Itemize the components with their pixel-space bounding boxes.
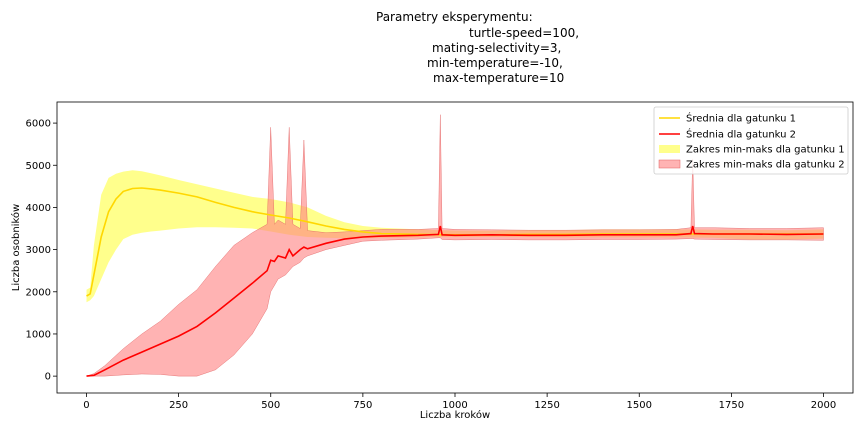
legend-label-mean-2: Średnia dla gatunku 2	[686, 128, 796, 141]
plot-area	[86, 114, 824, 377]
axes: 0 250 500 750 1000 1250 1500 1750 2000 0 1000 2000 3…	[26, 119, 837, 411]
y-tick-label: 4000	[26, 203, 51, 214]
x-tick-label: 1750	[719, 400, 744, 411]
y-tick-label: 6000	[26, 119, 51, 130]
legend-swatch-band-1	[659, 145, 680, 153]
x-tick-label: 2000	[811, 400, 836, 411]
y-axis-label: Liczba osobników	[10, 204, 22, 291]
y-tick-label: 1000	[26, 329, 51, 340]
y-tick-label: 2000	[26, 287, 51, 298]
x-tick-label: 1250	[534, 400, 559, 411]
chart-title: Parametry eksperymentu: turtle-speed=100…	[0, 8, 864, 88]
chart-title-line-4: min-temperature=-10,	[427, 56, 563, 70]
x-tick-label: 1500	[627, 400, 652, 411]
chart-title-line-2: turtle-speed=100,	[469, 26, 580, 40]
y-tick-label: 3000	[26, 245, 51, 256]
x-tick-label: 0	[83, 400, 89, 411]
chart-title-line-5: max-temperature=10	[433, 71, 565, 85]
legend-box	[653, 106, 849, 175]
legend-label-band-2: Zakres min-maks dla gatunku 2	[686, 160, 845, 171]
legend-label-mean-1: Średnia dla gatunku 1	[686, 112, 796, 125]
mean-line-series-2	[86, 225, 824, 377]
x-axis-label: Liczba kroków	[420, 409, 490, 421]
x-tick-label: 1000	[442, 400, 467, 411]
x-tick-label: 750	[353, 400, 372, 411]
x-tick-label: 500	[261, 400, 280, 411]
chart-title-line-3: mating-selectivity=3,	[432, 41, 562, 55]
y-tick-label: 5000	[26, 161, 51, 172]
mean-line-series-1	[86, 187, 824, 297]
y-tick-label: 0	[45, 372, 51, 383]
x-tick-label: 250	[169, 400, 188, 411]
legend-swatch-band-2	[658, 159, 681, 169]
legend-label-band-1: Zakres min-maks dla gatunku 1	[686, 145, 845, 156]
chart-title-line-1: Parametry eksperymentu:	[376, 10, 533, 24]
legend: Średnia dla gatunku 1 Średnia dla gatunk…	[653, 106, 849, 175]
